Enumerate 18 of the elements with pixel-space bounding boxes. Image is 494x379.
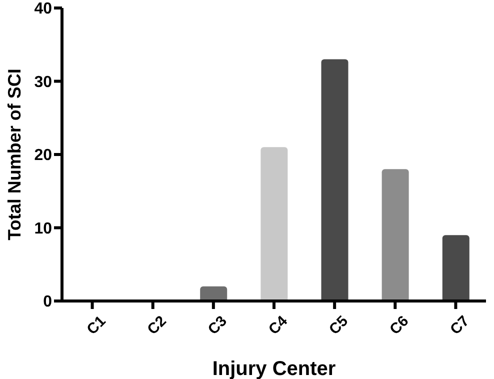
y-tick-label: 10: [34, 220, 52, 238]
y-tick-label: 30: [34, 74, 52, 91]
x-tick-label: C2: [144, 312, 170, 338]
x-tick-label: C4: [265, 312, 292, 338]
x-axis-title: Injury Center: [212, 358, 336, 379]
bar: [382, 169, 409, 301]
bar: [442, 235, 470, 301]
y-tick-label: 20: [34, 147, 52, 164]
bar: [260, 147, 288, 301]
x-tick-label: C5: [326, 312, 352, 338]
x-tick-label: C6: [386, 312, 412, 338]
y-tick-label: 0: [43, 294, 52, 311]
x-tick-label: C1: [84, 312, 110, 338]
x-tick-label: C3: [204, 312, 230, 338]
bar: [321, 59, 348, 301]
y-axis-title: Total Number of SCI: [4, 68, 24, 240]
x-tick-label: C7: [447, 312, 473, 338]
y-tick-label: 40: [34, 0, 52, 18]
